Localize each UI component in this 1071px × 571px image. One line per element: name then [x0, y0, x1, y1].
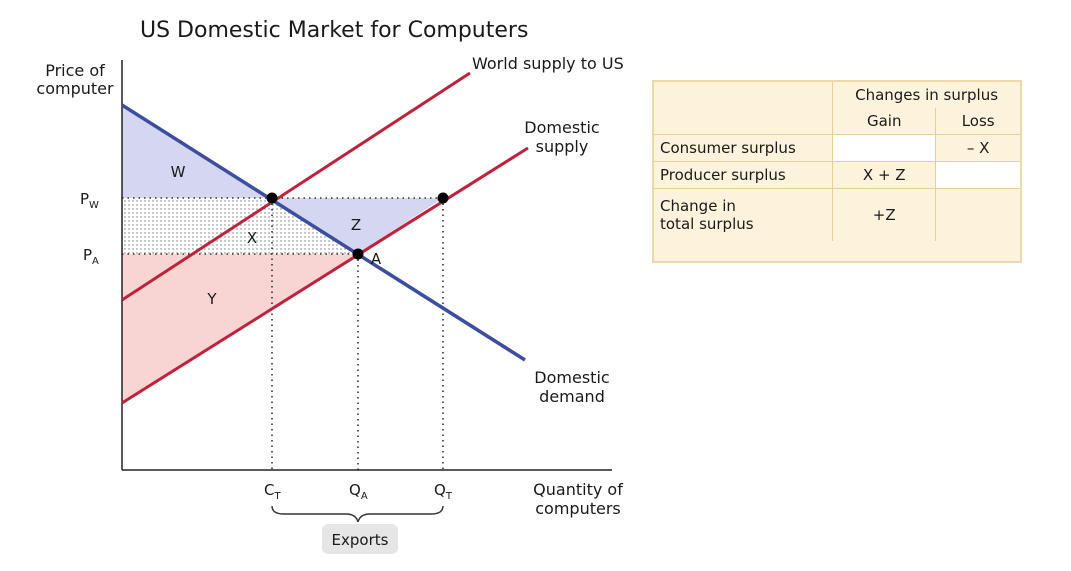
domestic-demand-label-line2: demand [539, 387, 605, 406]
point-world-price-supply [437, 192, 449, 204]
world-supply-line [121, 71, 471, 302]
domestic-supply-label-line2: supply [536, 137, 589, 156]
row-loss [935, 188, 1020, 241]
point-a [352, 248, 364, 260]
table-row: Consumer surplus – X [654, 134, 1020, 162]
table-group-header: Changes in surplus [832, 82, 1020, 108]
row-label-line2: total surplus [660, 215, 754, 233]
domestic-demand-label-line1: Domestic [534, 368, 609, 387]
row-gain [832, 134, 936, 162]
point-a-label: A [371, 250, 382, 268]
x-axis-label-line2: computers [535, 499, 621, 518]
row-gain: X + Z [832, 161, 936, 189]
table-corner-cell-2 [654, 108, 833, 135]
y-axis-label-line2: computer [36, 79, 114, 98]
exports-label-box [322, 524, 398, 554]
pa-label-main: P [83, 246, 92, 264]
ct-label: CT [264, 481, 281, 502]
area-z-triangle [272, 198, 443, 254]
surplus-changes-table: Changes in surplus Gain Loss Consumer su… [654, 82, 1020, 241]
area-z-label: Z [351, 216, 361, 234]
pw-label-main: P [80, 190, 89, 208]
y-axis-label-line1: Price of [45, 61, 105, 80]
exports-bracket [271, 505, 444, 523]
table-row: Change in total surplus +Z [654, 188, 1020, 241]
qt-label: QT [434, 481, 453, 502]
exports-label: Exports [332, 531, 389, 549]
qt-label-main: Q [434, 481, 446, 499]
diagram-title: US Domestic Market for Computers [140, 18, 529, 43]
ct-label-main: C [264, 481, 274, 499]
point-world-price-demand [266, 192, 278, 204]
area-x-label: X [247, 229, 257, 247]
world-supply-label: World supply to US [472, 54, 624, 73]
row-label: Producer surplus [654, 161, 833, 189]
surplus-changes-panel: Changes in surplus Gain Loss Consumer su… [652, 80, 1022, 263]
domestic-supply-line [121, 146, 529, 405]
table-corner-cell [654, 82, 833, 108]
area-x-dotted [122, 198, 358, 254]
table-col-gain: Gain [832, 108, 936, 135]
pa-label: PA [83, 246, 99, 267]
x-axis-label-line1: Quantity of [533, 480, 623, 499]
domestic-demand-line [121, 103, 526, 362]
row-label: Consumer surplus [654, 134, 833, 162]
pa-label-sub: A [92, 256, 99, 267]
ct-label-sub: T [273, 491, 281, 502]
row-loss [935, 161, 1020, 189]
market-diagram: Price of computer Quantity of computers … [36, 54, 624, 554]
qa-label-main: Q [349, 481, 361, 499]
pw-label-sub: W [89, 200, 99, 211]
area-y-label: Y [206, 290, 217, 308]
domestic-supply-label-line1: Domestic [524, 118, 599, 137]
table-row: Producer surplus X + Z [654, 161, 1020, 189]
qa-label-sub: A [361, 491, 368, 502]
qt-label-sub: T [445, 491, 453, 502]
pw-label: PW [80, 190, 99, 211]
area-w-label: W [171, 163, 186, 181]
table-col-loss: Loss [935, 108, 1020, 135]
row-gain: +Z [832, 188, 936, 241]
row-label-line1: Change in [660, 197, 736, 215]
row-label: Change in total surplus [654, 188, 833, 241]
row-loss: – X [935, 134, 1020, 162]
qa-label: QA [349, 481, 368, 502]
